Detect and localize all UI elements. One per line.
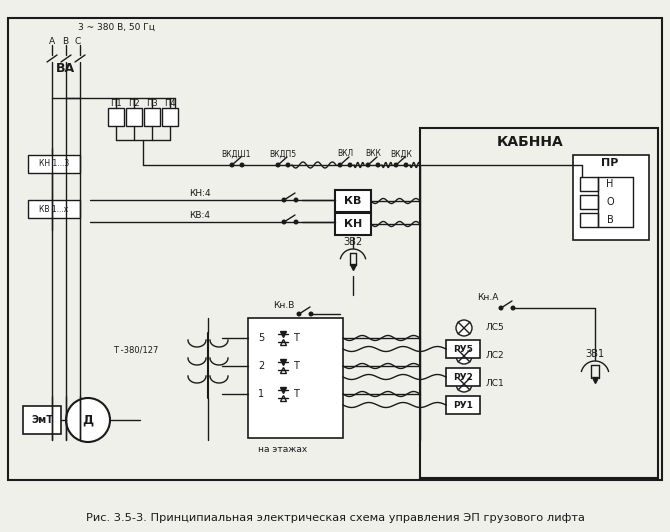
Circle shape [456,348,472,364]
Text: ВКДК: ВКДК [390,149,412,159]
Text: Т: Т [293,389,299,399]
Bar [446,340,480,358]
Circle shape [285,162,291,168]
Text: 3 ~ 380 В, 50 Гц: 3 ~ 380 В, 50 Гц [78,22,155,31]
Text: П4: П4 [164,98,176,107]
Bar [446,368,480,386]
Bar [8,18,662,480]
Text: на этажах: на этажах [259,445,308,454]
Circle shape [403,162,409,168]
Text: КН: КН [344,219,362,229]
Text: КВ 1...x: КВ 1...x [40,204,68,213]
Text: О: О [606,197,614,207]
Text: РУ1: РУ1 [453,401,473,410]
Text: П2: П2 [128,98,140,107]
Bar [335,190,371,212]
Circle shape [375,162,381,168]
Text: ЗВ2: ЗВ2 [343,237,362,247]
Text: РУ5: РУ5 [453,345,473,353]
Text: П3: П3 [146,98,158,107]
Bar [335,213,371,235]
Text: ВА: ВА [56,62,74,74]
Bar [162,108,178,126]
Text: Д: Д [82,413,94,427]
Bar [248,318,343,438]
Text: ВКЛ: ВКЛ [337,149,353,159]
Circle shape [456,320,472,336]
Circle shape [511,305,515,311]
Text: ВКК: ВКК [365,149,381,159]
Circle shape [297,312,302,317]
Text: В: В [62,37,68,46]
Text: Кн.В: Кн.В [273,301,295,310]
Bar [446,396,480,414]
Circle shape [498,305,503,311]
Bar [28,155,80,173]
Text: А: А [49,37,55,46]
Text: ВКДП5: ВКДП5 [269,149,297,159]
Text: С: С [75,37,81,46]
Bar [108,108,124,126]
Bar [23,406,61,434]
Circle shape [338,162,342,168]
Circle shape [281,197,287,203]
Text: 2: 2 [258,361,264,371]
Bar [580,213,598,227]
Circle shape [293,220,299,225]
Circle shape [239,162,245,168]
Bar [580,177,598,191]
Text: КВ: КВ [344,196,362,206]
Text: ЛС5: ЛС5 [486,323,505,332]
Circle shape [281,220,287,225]
Text: ЗВ1: ЗВ1 [586,349,604,359]
Circle shape [348,162,352,168]
Text: Т: Т [293,361,299,371]
Circle shape [293,197,299,203]
Text: ЛС2: ЛС2 [486,352,505,361]
Circle shape [308,312,314,317]
Text: Кн.А: Кн.А [477,294,498,303]
Text: КАБННА: КАБННА [496,135,563,149]
Circle shape [230,162,234,168]
Text: П1: П1 [110,98,122,107]
Bar [126,108,142,126]
Text: ЛС1: ЛС1 [486,379,505,388]
Bar [28,200,80,218]
Circle shape [393,162,399,168]
Text: ...: ... [251,156,263,170]
Bar [573,155,649,240]
Text: Т -380/127: Т -380/127 [113,345,158,354]
Text: ВКДШ1: ВКДШ1 [221,149,251,159]
Text: 5: 5 [258,333,264,343]
Text: В: В [606,215,613,225]
Bar [144,108,160,126]
Text: ПР: ПР [601,158,618,168]
Text: КН:4: КН:4 [189,189,211,198]
Text: Рис. 3.5-3. Принципиальная электрическая схема управления ЭП грузового лифта: Рис. 3.5-3. Принципиальная электрическая… [86,513,584,523]
Bar [580,195,598,209]
Text: КВ:4: КВ:4 [190,212,210,220]
Circle shape [66,398,110,442]
Circle shape [456,376,472,392]
Text: РУ2: РУ2 [453,372,473,381]
Text: КН 1...3: КН 1...3 [39,160,69,169]
Text: 1: 1 [258,389,264,399]
Bar [420,128,658,478]
Text: Н: Н [606,179,614,189]
Circle shape [275,162,281,168]
Text: ЭмТ: ЭмТ [31,415,53,425]
Text: Т: Т [293,333,299,343]
Circle shape [366,162,371,168]
